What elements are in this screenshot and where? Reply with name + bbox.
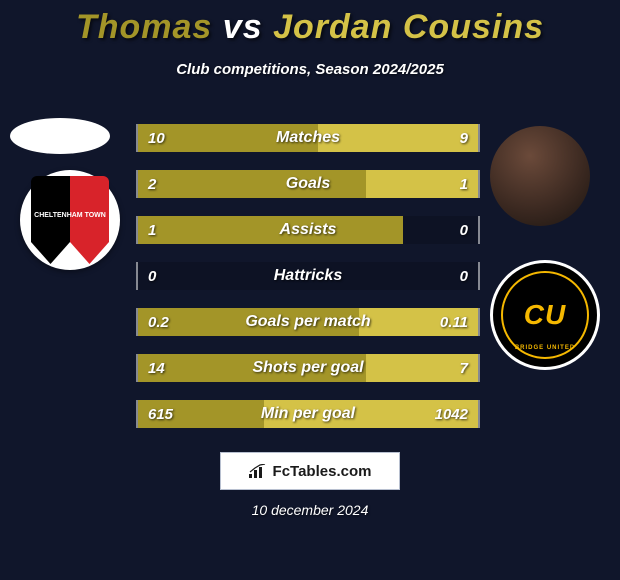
title-player1: Thomas (76, 8, 212, 46)
club2-arc-text: BRIDGE UNITED (515, 345, 575, 351)
stat-row: 0.20.11Goals per match (136, 308, 480, 336)
club1-name: CHELTENHAM TOWN (31, 212, 109, 220)
stat-label: Goals per match (138, 308, 478, 336)
stat-row: 10Assists (136, 216, 480, 244)
comparison-bars: 109Matches 21Goals 10Assists 00Hattricks 0.2… (136, 124, 480, 446)
stat-row: 147Shots per goal (136, 354, 480, 382)
stat-row: 21Goals (136, 170, 480, 198)
brand-text: FcTables.com (273, 463, 372, 480)
page-title: Thomas vs Jordan Cousins (0, 0, 620, 47)
stat-label: Matches (138, 124, 478, 152)
title-vs: vs (223, 8, 263, 46)
club1-badge: CHELTENHAM TOWN (20, 170, 120, 270)
stat-row: 00Hattricks (136, 262, 480, 290)
stat-label: Hattricks (138, 262, 478, 290)
stat-label: Assists (138, 216, 478, 244)
club2-initials: CU (524, 299, 566, 331)
footer-date: 10 december 2024 (0, 502, 620, 518)
stat-label: Min per goal (138, 400, 478, 428)
player2-avatar (490, 126, 590, 226)
shield-left-half (31, 176, 70, 264)
stat-row: 109Matches (136, 124, 480, 152)
stat-label: Shots per goal (138, 354, 478, 382)
player1-avatar (10, 118, 110, 154)
brand-badge[interactable]: FcTables.com (220, 452, 400, 490)
chart-icon (249, 464, 267, 478)
title-player2: Jordan Cousins (273, 8, 544, 46)
shield-right-half (70, 176, 109, 264)
stat-label: Goals (138, 170, 478, 198)
subtitle: Club competitions, Season 2024/2025 (0, 61, 620, 78)
club2-badge: CU BRIDGE UNITED (490, 260, 600, 370)
stat-row: 6151042Min per goal (136, 400, 480, 428)
